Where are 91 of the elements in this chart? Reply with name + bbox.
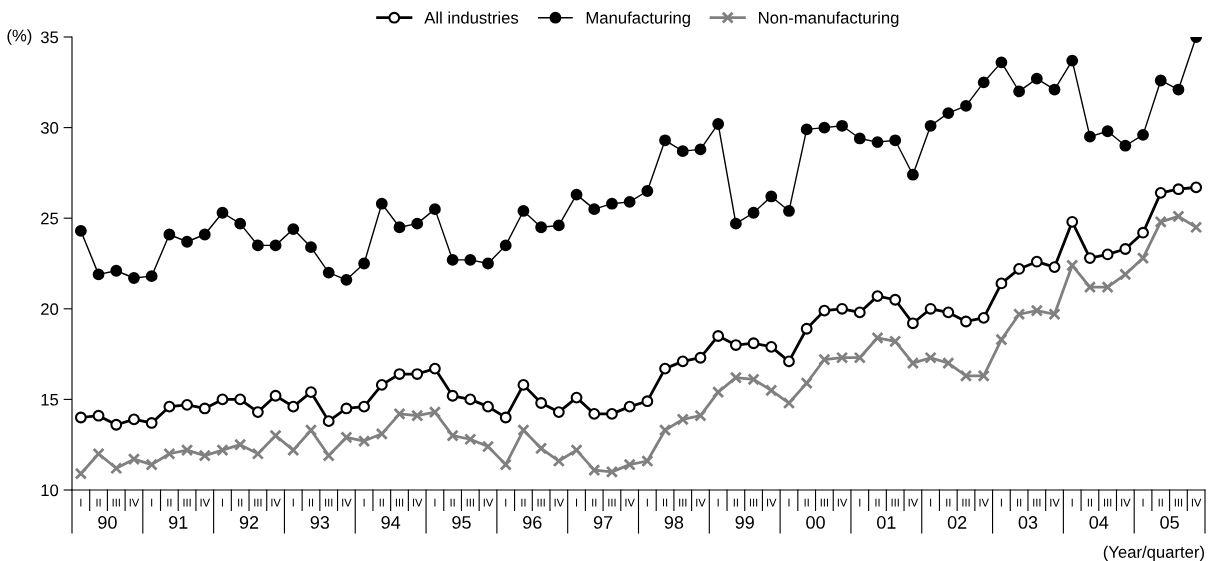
x-tick-label: II [662,498,668,507]
x-tick-label: III [679,498,687,507]
legend-label: Manufacturing [586,11,690,27]
x-tick-label: I [1000,498,1002,507]
x-tick-label: IV [554,498,565,507]
x-tick-label: IV [483,498,494,507]
text: 02 [947,516,967,529]
x-tick-label: IV [625,498,635,507]
x-tick-label: I [434,498,436,507]
legend-label: All industries [424,11,519,24]
x-tick-label: IV [1050,498,1060,507]
x-tick-label: II [450,498,455,507]
text: 96 [523,516,542,529]
x-tick-label: IV [979,498,989,507]
x-tick-label: II [238,498,243,507]
y-tick-label: 10 [41,484,59,497]
x-tick-label: II [875,498,880,507]
x-tick-label: I [930,498,932,507]
x-tick-label: I [151,498,153,507]
x-tick-label: III [608,498,616,507]
x-tick-label: IV [271,498,281,507]
x-tick-label: I [363,498,365,507]
text: 95 [452,516,471,529]
x-tick-label: II [308,498,314,507]
x-tick-label: II [733,498,738,507]
x-tick-label: III [466,498,474,507]
text: 00 [806,516,825,529]
x-tick-label: I [576,498,578,507]
x-tick-label: I [505,498,507,507]
x-tick-label: II [592,498,597,507]
y-tick-label: 15 [41,393,59,406]
x-tick-label: IV [200,498,210,507]
x-tick-label: I [717,498,719,507]
text: 05 [1160,516,1179,529]
y-tick-label: 35 [40,31,59,44]
legend-label: Non-manufacturing [759,11,899,27]
x-tick-label: II [167,498,172,507]
text: 90 [98,516,117,529]
text: 93 [310,516,330,529]
x-tick-label: III [1174,498,1183,507]
x-tick-label: III [183,498,191,507]
x-tick-label: III [820,498,828,507]
y-tick-label: 25 [41,212,59,225]
text: 94 [381,516,401,529]
text: 97 [593,516,613,529]
x-tick-label: I [292,498,294,507]
x-tick-label: IV [1191,498,1202,507]
x-tick-label: IV [342,498,352,507]
x-tick-label: IV [837,498,848,507]
x-tick-label: III [254,498,262,507]
x-tick-label: IV [767,498,777,507]
y-tick-label: 20 [41,303,59,315]
y-axis-title: (%) [7,29,32,45]
x-tick-label: I [788,498,790,507]
x-tick-label: III [891,498,899,507]
x-tick-label: III [325,498,333,507]
x-tick-label: II [1158,498,1163,507]
text: 03 [1018,516,1038,529]
text: 99 [735,516,754,529]
x-tick-label: IV [696,498,706,507]
x-tick-label: IV [412,498,423,507]
x-tick-label: III [749,498,758,507]
x-tick-label: II [1017,498,1022,507]
text: (Year/quarter) [1103,545,1204,561]
x-tick-label: II [946,498,951,507]
x-tick-label: II [804,498,809,507]
text: 92 [239,516,259,529]
x-tick-label: IV [129,498,140,507]
x-tick-label: IV [1121,498,1131,507]
text: 98 [664,516,684,529]
x-tick-label: III [112,498,120,507]
x-tick-label: I [859,498,861,507]
x-tick-label: III [395,498,404,507]
x-tick-label: II [96,498,101,507]
x-tick-label: II [521,498,526,507]
x-tick-label: I [646,498,648,507]
x-tick-label: II [379,498,384,507]
x-tick-label: IV [908,498,919,507]
x-tick-label: III [537,498,545,507]
x-tick-label: I [1071,498,1073,507]
x-tick-label: I [1142,498,1144,507]
x-tick-label: II [1087,498,1092,507]
text: 01 [877,516,896,529]
x-tick-label: III [1033,498,1041,507]
x-tick-label: I [221,498,223,507]
x-tick-label: III [962,498,970,507]
text: 04 [1089,516,1109,529]
x-tick-label: I [80,498,82,507]
text: 91 [169,516,188,529]
y-tick-label: 30 [40,122,59,134]
x-tick-label: III [1104,498,1112,507]
